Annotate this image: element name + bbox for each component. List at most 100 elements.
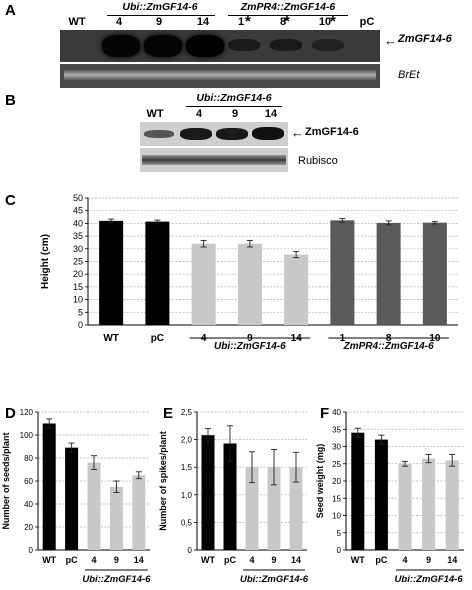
blot-band (144, 130, 174, 138)
panel-a-lane-label: 9 (155, 16, 163, 28)
blot-band (186, 35, 224, 57)
x-tick-label: WT (201, 555, 215, 565)
x-tick-label: 9 (426, 555, 431, 565)
y-tick-label: 15 (73, 282, 83, 292)
group-label: Ubi::ZmGF14-6 (240, 574, 309, 585)
y-tick-label: 120 (20, 408, 34, 417)
bar (87, 462, 101, 550)
blot-band (180, 128, 212, 140)
y-tick-label: 35 (73, 231, 83, 241)
x-tick-label: WT (351, 555, 365, 565)
bar (109, 486, 123, 550)
y-tick-label: 2,5 (181, 408, 193, 417)
y-tick-label: 0 (29, 546, 34, 555)
y-tick-label: 30 (332, 443, 341, 452)
panel-b-arrow: ← (291, 125, 304, 140)
bar (351, 432, 365, 550)
y-tick-label: 20 (332, 477, 341, 486)
chart-f: 0 5 10 15 20 25 30 35 40 Seed weight (mg) WT pC 4 9 14… (315, 408, 464, 585)
blot-band (144, 35, 182, 57)
x-tick-label: 9 (271, 555, 276, 565)
panel-a-lane-label: 1 (237, 16, 245, 28)
chart-d: 0 20 40 60 80 100 120 Number of seeds/plant WT pC… (1, 408, 151, 585)
panel-a-lane-label: WT (68, 16, 86, 28)
panel-a-etbr-gel (60, 64, 380, 88)
x-tick-label: pC (151, 333, 164, 344)
panel-a-group1-label: Ubi::ZmGF14-6 (122, 1, 198, 13)
x-tick-label: 14 (447, 555, 457, 565)
group-label: Ubi::ZmGF14-6 (395, 574, 464, 585)
blot-band (270, 39, 302, 51)
panel-label-a: A (5, 2, 16, 19)
panel-a-group2-underline (228, 15, 348, 16)
bar (223, 443, 237, 550)
y-tick-label: 5 (337, 529, 342, 538)
y-axis-label: Number of seeds/plant (1, 432, 11, 529)
y-tick-label: 0 (337, 546, 342, 555)
bar (374, 439, 388, 550)
y-tick-label: 25 (332, 460, 341, 469)
y-tick-label: 100 (20, 431, 34, 440)
bar (376, 222, 401, 325)
bar (267, 467, 281, 550)
panel-a-northern-blot (60, 30, 380, 62)
panel-a-lane-label: 4 (115, 16, 123, 28)
panel-a-star: * (245, 13, 251, 30)
panel-b-lane-label: 14 (264, 108, 278, 120)
x-tick-label: pC (66, 555, 78, 565)
y-tick-label: 40 (332, 408, 341, 417)
panel-a-label-zmgf14-6: ZmGF14-6 (398, 33, 452, 45)
y-axis-label: Seed weight (mg) (315, 444, 325, 519)
y-axis-label: Number of spikes/plant (158, 431, 168, 531)
bar (132, 475, 146, 550)
y-tick-label: 25 (73, 257, 83, 267)
y-tick-label: 0 (188, 546, 193, 555)
panel-a-lane-label: 14 (196, 16, 210, 28)
panel-b-lane-label: 4 (195, 108, 203, 120)
y-tick-label: 35 (332, 425, 341, 434)
bar (145, 221, 170, 325)
blot-band (102, 35, 140, 57)
group-label: Ubi::ZmGF14-6 (82, 574, 151, 585)
y-tick-label: 20 (24, 523, 33, 532)
bar (422, 458, 436, 550)
panel-label-f: F (320, 405, 330, 422)
y-tick-label: 1,5 (181, 463, 193, 472)
panel-b-rubisco-blot (140, 148, 288, 172)
panel-label-b: B (5, 92, 16, 109)
panel-a-group1-underline (107, 15, 215, 16)
y-tick-label: 40 (24, 500, 33, 509)
x-tick-label: WT (103, 333, 119, 344)
y-tick-label: 10 (332, 512, 341, 521)
blot-band (252, 127, 284, 140)
panel-b-group1-label: Ubi::ZmGF14-6 (196, 92, 272, 104)
x-tick-label: 4 (91, 555, 96, 565)
x-tick-label: 4 (402, 555, 407, 565)
y-tick-label: 1,0 (181, 491, 193, 500)
bar (398, 463, 412, 550)
y-tick-label: 2,0 (181, 436, 193, 445)
x-tick-label: 14 (291, 555, 301, 565)
panel-label-c: C (5, 192, 16, 209)
panel-label-d: D (5, 405, 16, 422)
bar (65, 447, 79, 550)
bar (422, 222, 447, 325)
chart-e: 0 0,5 1,0 1,5 2,0 2,5 Number of spikes/plant WT… (158, 408, 309, 585)
blot-band (312, 39, 344, 51)
panel-b-label-zmgf14-6: ZmGF14-6 (305, 126, 359, 138)
x-tick-label: 9 (114, 555, 119, 565)
panel-a-lane-label: 10 (318, 16, 332, 28)
x-tick-label: pC (224, 555, 236, 565)
y-tick-label: 15 (332, 494, 341, 503)
y-tick-label: 5 (78, 307, 83, 317)
panel-b-lane-label: 9 (231, 108, 239, 120)
bar (191, 243, 216, 325)
y-tick-label: 0 (78, 320, 83, 330)
bar (445, 460, 459, 550)
y-tick-label: 30 (73, 244, 83, 254)
bar (99, 220, 124, 325)
y-tick-label: 45 (73, 206, 83, 216)
y-tick-label: 20 (73, 269, 83, 279)
blot-band (216, 128, 248, 140)
group-label: ZmPR4::ZmGF14-6 (343, 341, 434, 352)
